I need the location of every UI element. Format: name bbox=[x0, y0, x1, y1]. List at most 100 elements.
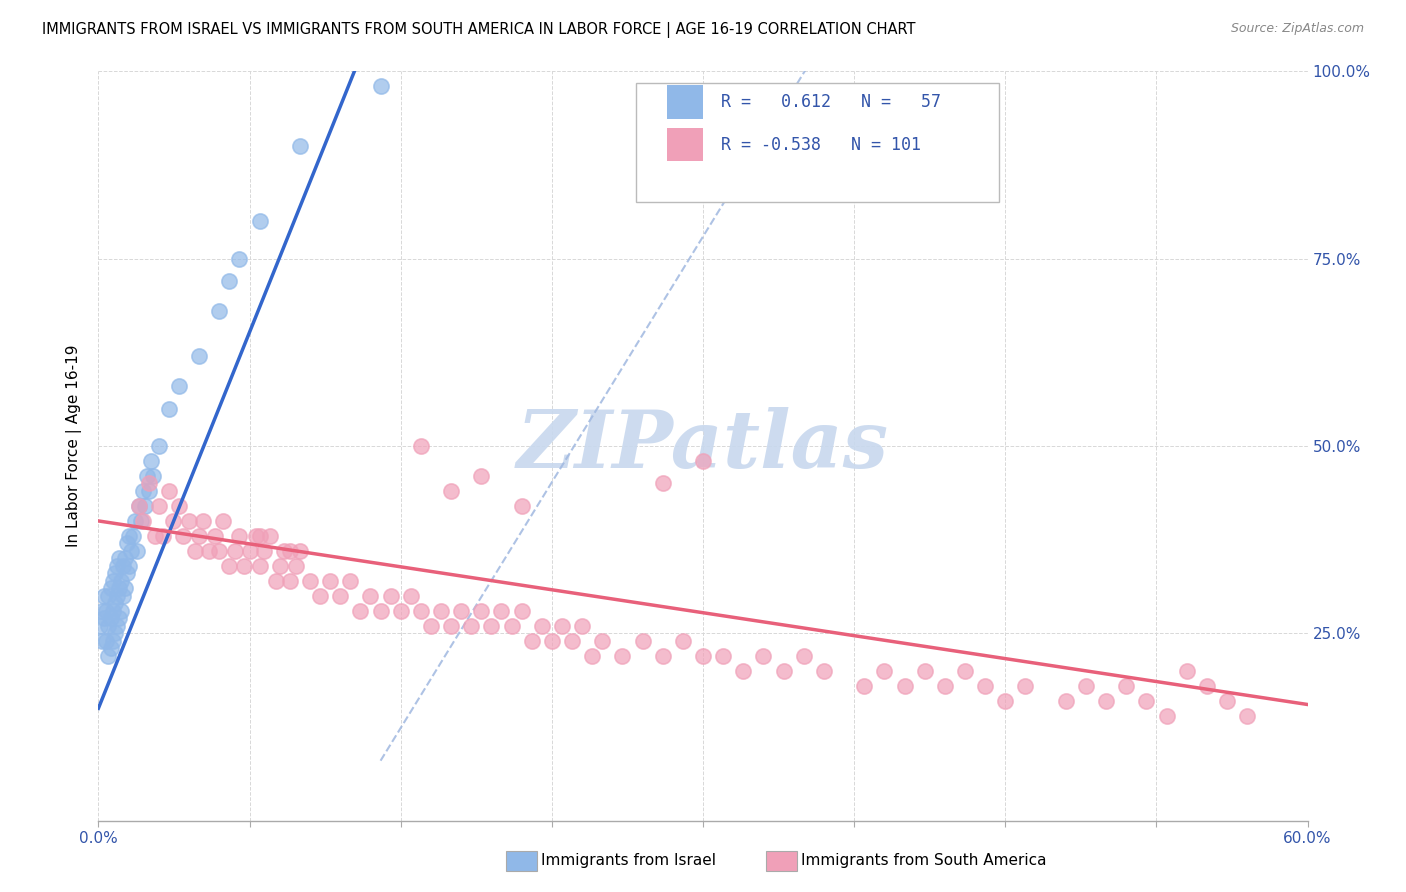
Point bbox=[530, 619, 553, 633]
Text: R = -0.538   N = 101: R = -0.538 N = 101 bbox=[721, 136, 921, 153]
Point bbox=[470, 469, 492, 483]
Point bbox=[288, 139, 311, 153]
Point bbox=[491, 604, 513, 618]
Point bbox=[510, 604, 533, 618]
Point bbox=[733, 664, 755, 678]
Point bbox=[111, 558, 134, 573]
Point bbox=[440, 483, 463, 498]
Point bbox=[179, 514, 201, 528]
Point bbox=[157, 401, 180, 416]
Point bbox=[612, 648, 634, 663]
Point bbox=[631, 633, 654, 648]
Point bbox=[264, 574, 287, 588]
Point bbox=[319, 574, 342, 588]
Point bbox=[107, 611, 129, 625]
Point bbox=[118, 558, 141, 573]
Point bbox=[934, 679, 956, 693]
Point bbox=[96, 633, 118, 648]
Point bbox=[172, 529, 194, 543]
Text: Immigrants from Israel: Immigrants from Israel bbox=[541, 854, 716, 868]
Point bbox=[120, 544, 142, 558]
FancyBboxPatch shape bbox=[637, 83, 1000, 202]
Point bbox=[124, 514, 146, 528]
Point bbox=[100, 582, 122, 596]
Point bbox=[914, 664, 936, 678]
Point bbox=[239, 544, 262, 558]
Point bbox=[672, 633, 695, 648]
Point bbox=[853, 679, 876, 693]
Point bbox=[103, 596, 125, 610]
Point bbox=[571, 619, 593, 633]
Point bbox=[114, 582, 136, 596]
Point bbox=[91, 633, 114, 648]
Point bbox=[772, 664, 794, 678]
Point bbox=[1175, 664, 1198, 678]
Point bbox=[409, 439, 432, 453]
Point bbox=[167, 499, 190, 513]
Point bbox=[105, 619, 128, 633]
Point bbox=[132, 514, 155, 528]
Point bbox=[101, 574, 124, 588]
Point bbox=[111, 589, 134, 603]
Point bbox=[420, 619, 443, 633]
Point bbox=[162, 514, 184, 528]
Point bbox=[208, 544, 231, 558]
Point bbox=[692, 454, 714, 468]
Point bbox=[551, 619, 574, 633]
Point bbox=[953, 664, 976, 678]
Point bbox=[309, 589, 332, 603]
Point bbox=[138, 483, 160, 498]
Point bbox=[114, 551, 136, 566]
Point bbox=[1135, 694, 1157, 708]
Point bbox=[501, 619, 523, 633]
Point bbox=[232, 558, 254, 573]
Point bbox=[510, 499, 533, 513]
Point bbox=[125, 544, 148, 558]
Point bbox=[974, 679, 997, 693]
Point bbox=[121, 529, 143, 543]
Point bbox=[389, 604, 412, 618]
Point bbox=[460, 619, 482, 633]
Point bbox=[218, 558, 240, 573]
Point bbox=[793, 648, 815, 663]
Point bbox=[118, 529, 141, 543]
Point bbox=[249, 558, 271, 573]
Point bbox=[399, 589, 422, 603]
Point bbox=[1054, 694, 1077, 708]
Point bbox=[540, 633, 562, 648]
Point bbox=[299, 574, 322, 588]
Text: Immigrants from South America: Immigrants from South America bbox=[801, 854, 1047, 868]
Point bbox=[249, 529, 271, 543]
Point bbox=[188, 529, 211, 543]
Point bbox=[97, 589, 120, 603]
Point bbox=[1195, 679, 1218, 693]
Point bbox=[198, 544, 221, 558]
Point bbox=[103, 566, 125, 581]
Point bbox=[208, 304, 231, 318]
Point bbox=[752, 648, 775, 663]
Point bbox=[139, 454, 162, 468]
Point bbox=[132, 483, 155, 498]
Point bbox=[278, 574, 301, 588]
Point bbox=[91, 604, 114, 618]
Point bbox=[97, 619, 120, 633]
Point bbox=[89, 619, 111, 633]
Point bbox=[813, 664, 835, 678]
Point bbox=[370, 79, 392, 94]
Point bbox=[138, 476, 160, 491]
Point bbox=[134, 499, 156, 513]
Point bbox=[93, 589, 115, 603]
Point bbox=[115, 536, 138, 550]
Point bbox=[259, 529, 281, 543]
Point bbox=[167, 379, 190, 393]
Point bbox=[440, 619, 463, 633]
Point bbox=[430, 604, 453, 618]
Point bbox=[269, 558, 291, 573]
Point bbox=[253, 544, 276, 558]
Point bbox=[148, 499, 170, 513]
Point bbox=[101, 633, 124, 648]
Point bbox=[651, 648, 673, 663]
Point bbox=[107, 582, 129, 596]
Point bbox=[100, 611, 122, 625]
Point bbox=[128, 499, 150, 513]
